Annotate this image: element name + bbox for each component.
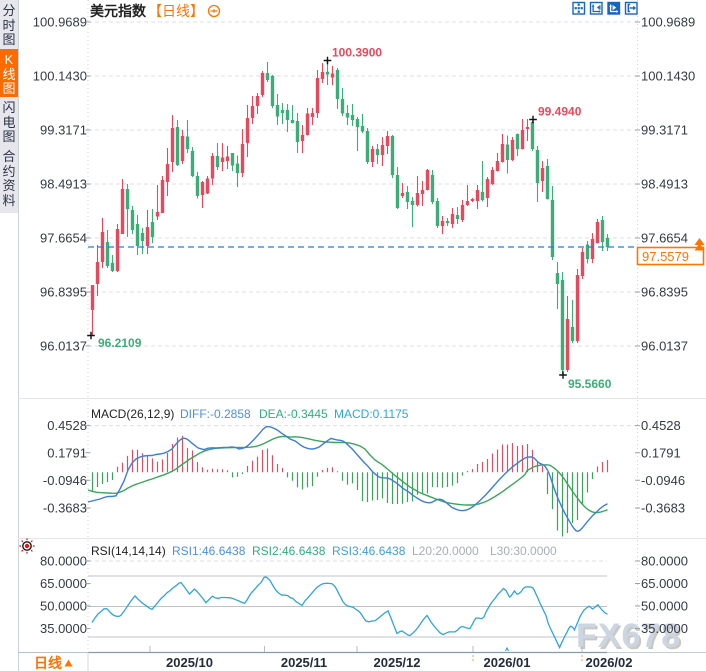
svg-text:MACD:0.1175: MACD:0.1175 bbox=[334, 407, 409, 421]
svg-text:100.1430: 100.1430 bbox=[33, 69, 87, 84]
svg-text:RSI1:46.6438: RSI1:46.6438 bbox=[172, 544, 246, 558]
svg-text:50.0000: 50.0000 bbox=[40, 599, 87, 614]
svg-text:0.4528: 0.4528 bbox=[641, 418, 681, 433]
svg-text:MACD(26,12,9): MACD(26,12,9) bbox=[91, 407, 174, 421]
svg-text:97.5579: 97.5579 bbox=[642, 249, 689, 264]
svg-text:50.0000: 50.0000 bbox=[641, 599, 688, 614]
svg-text:80.0000: 80.0000 bbox=[40, 554, 87, 569]
svg-text:99.3171: 99.3171 bbox=[40, 123, 87, 138]
svg-text:0.1791: 0.1791 bbox=[641, 445, 681, 460]
svg-text:96.0137: 96.0137 bbox=[40, 339, 87, 354]
svg-text:RSI2:46.6438: RSI2:46.6438 bbox=[252, 544, 326, 558]
svg-text:80.0000: 80.0000 bbox=[641, 554, 688, 569]
svg-text:96.2109: 96.2109 bbox=[98, 336, 142, 350]
svg-text:RSI(14,14,14): RSI(14,14,14) bbox=[91, 544, 166, 558]
svg-text:65.0000: 65.0000 bbox=[40, 576, 87, 591]
svg-text:100.3900: 100.3900 bbox=[332, 46, 382, 60]
svg-text:【日线】: 【日线】 bbox=[148, 3, 204, 19]
svg-text:DIFF:-0.2858: DIFF:-0.2858 bbox=[180, 407, 251, 421]
svg-text:L30:30.0000: L30:30.0000 bbox=[490, 544, 557, 558]
svg-text:96.8395: 96.8395 bbox=[40, 285, 87, 300]
svg-text:97.6654: 97.6654 bbox=[40, 231, 87, 246]
svg-text:95.5660: 95.5660 bbox=[568, 377, 612, 391]
svg-text:2026/02: 2026/02 bbox=[586, 655, 633, 670]
svg-text:98.4913: 98.4913 bbox=[641, 177, 688, 192]
svg-text:日线: 日线 bbox=[34, 655, 62, 671]
svg-text:35.0000: 35.0000 bbox=[641, 621, 688, 636]
svg-text:100.9689: 100.9689 bbox=[641, 15, 695, 30]
svg-text:RSI3:46.6438: RSI3:46.6438 bbox=[332, 544, 406, 558]
svg-text:2025/12: 2025/12 bbox=[374, 655, 421, 670]
svg-text:35.0000: 35.0000 bbox=[40, 621, 87, 636]
svg-text:100.1430: 100.1430 bbox=[641, 69, 695, 84]
svg-text:96.0137: 96.0137 bbox=[641, 339, 688, 354]
svg-text:-0.3683: -0.3683 bbox=[43, 501, 87, 516]
svg-text:-0.0946: -0.0946 bbox=[641, 473, 685, 488]
svg-text:99.4940: 99.4940 bbox=[538, 105, 582, 119]
svg-text:65.0000: 65.0000 bbox=[641, 576, 688, 591]
svg-text:98.4913: 98.4913 bbox=[40, 177, 87, 192]
svg-text:0.1791: 0.1791 bbox=[47, 445, 87, 460]
svg-text:96.8395: 96.8395 bbox=[641, 285, 688, 300]
svg-text:FX678: FX678 bbox=[576, 617, 681, 655]
svg-text:美元指数: 美元指数 bbox=[90, 3, 147, 19]
svg-text:97.6654: 97.6654 bbox=[641, 231, 688, 246]
svg-text:DEA:-0.3445: DEA:-0.3445 bbox=[259, 407, 328, 421]
svg-text:FX678: FX678 bbox=[578, 619, 683, 657]
svg-text:-0.3683: -0.3683 bbox=[641, 501, 685, 516]
svg-text:0.4528: 0.4528 bbox=[47, 418, 87, 433]
svg-text:-0.0946: -0.0946 bbox=[43, 473, 87, 488]
svg-text:L20:20.0000: L20:20.0000 bbox=[412, 544, 479, 558]
svg-text:99.3171: 99.3171 bbox=[641, 123, 688, 138]
svg-text:2025/11: 2025/11 bbox=[281, 655, 327, 670]
svg-text:2025/10: 2025/10 bbox=[166, 655, 213, 670]
svg-text:2026/01: 2026/01 bbox=[484, 655, 531, 670]
svg-text:100.9689: 100.9689 bbox=[33, 15, 87, 30]
